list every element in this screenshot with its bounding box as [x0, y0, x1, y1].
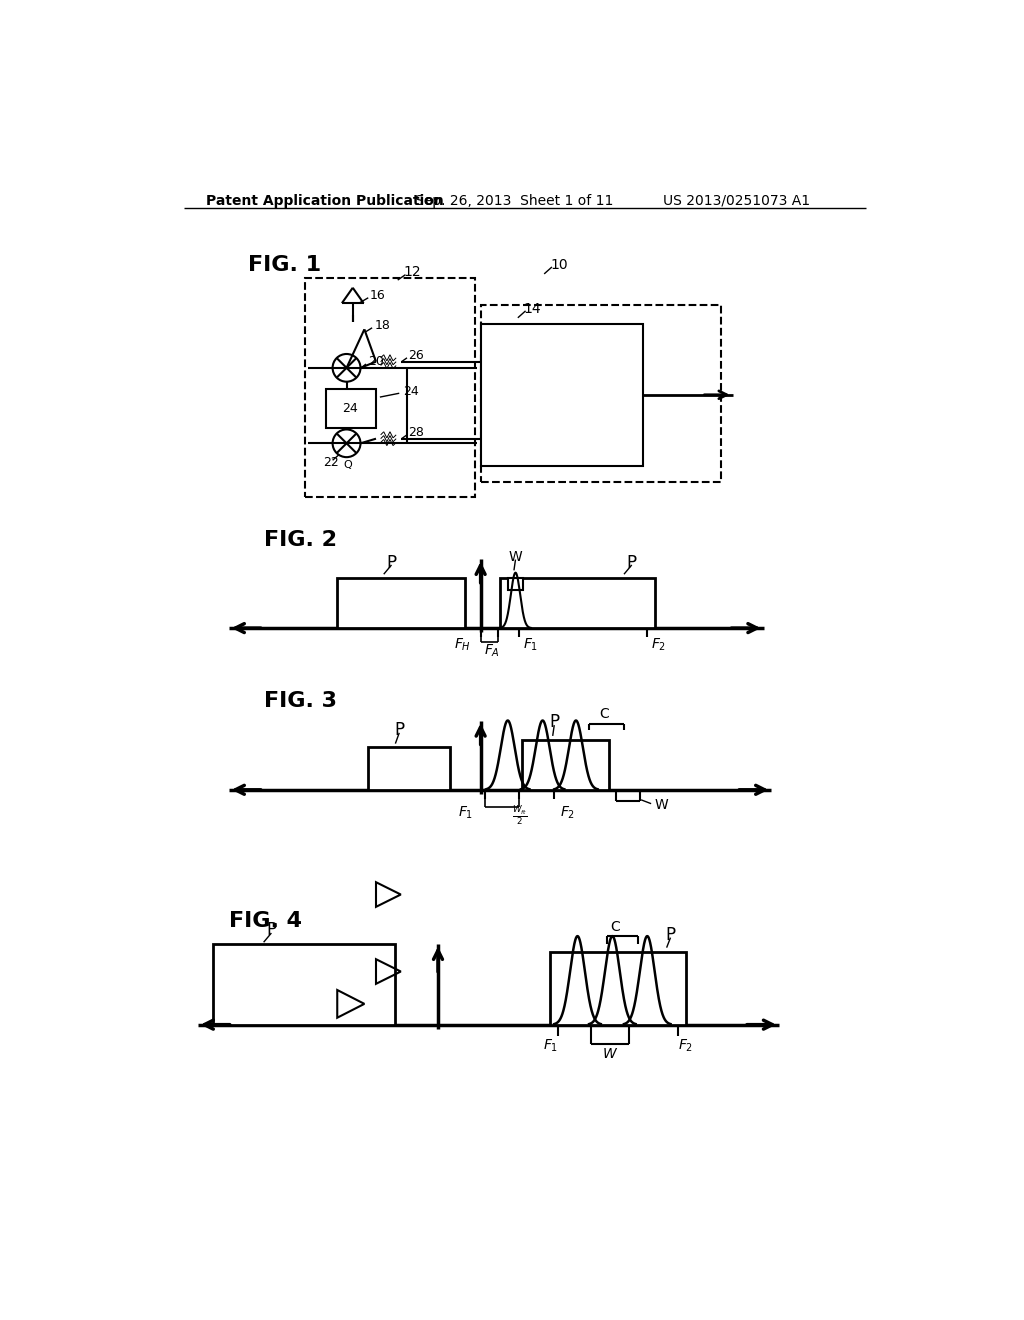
- Text: FIG. 4: FIG. 4: [228, 911, 302, 931]
- Text: 28: 28: [409, 426, 424, 440]
- Bar: [305, 277, 475, 498]
- Text: P: P: [666, 925, 676, 944]
- Text: C: C: [610, 920, 620, 933]
- Text: 22: 22: [324, 455, 339, 469]
- Text: $\frac{W_{ft}}{2}$: $\frac{W_{ft}}{2}$: [512, 805, 527, 829]
- Text: $F_H$: $F_H$: [455, 636, 471, 653]
- Text: FIG. 1: FIG. 1: [248, 255, 322, 275]
- Bar: [480, 323, 643, 466]
- Text: Sep. 26, 2013  Sheet 1 of 11: Sep. 26, 2013 Sheet 1 of 11: [415, 194, 613, 207]
- Text: P: P: [549, 713, 559, 731]
- Text: $W$: $W$: [602, 1047, 618, 1061]
- Text: $F_1$: $F_1$: [523, 636, 539, 653]
- Text: $F_2$: $F_2$: [560, 805, 575, 821]
- Text: W: W: [655, 799, 669, 812]
- Bar: [521, 739, 608, 789]
- Text: P: P: [386, 553, 396, 572]
- Text: 10: 10: [550, 257, 568, 272]
- Bar: [213, 944, 395, 1024]
- Text: 24: 24: [403, 385, 419, 399]
- Bar: [500, 578, 655, 628]
- Text: FIG. 2: FIG. 2: [263, 529, 337, 549]
- Bar: [508, 578, 523, 590]
- Text: Q: Q: [344, 459, 352, 470]
- Bar: [550, 952, 686, 1024]
- Text: P: P: [627, 553, 637, 572]
- Text: 16: 16: [370, 289, 386, 302]
- Text: 24: 24: [343, 403, 358, 416]
- Bar: [369, 747, 450, 789]
- Text: $F_1$: $F_1$: [543, 1038, 558, 1055]
- Text: $F_1$: $F_1$: [458, 805, 473, 821]
- Text: I: I: [406, 371, 409, 380]
- Text: C: C: [600, 708, 609, 721]
- Text: 26: 26: [409, 348, 424, 362]
- Text: $F_A$: $F_A$: [484, 643, 501, 660]
- Text: 18: 18: [375, 319, 390, 333]
- Text: $F_2$: $F_2$: [651, 636, 667, 653]
- Text: W: W: [509, 550, 522, 564]
- Text: P: P: [266, 921, 276, 939]
- Bar: [480, 305, 721, 482]
- Text: $F_2$: $F_2$: [679, 1038, 693, 1055]
- Text: 20: 20: [369, 355, 384, 368]
- Text: FIG. 3: FIG. 3: [263, 692, 337, 711]
- Bar: [337, 578, 465, 628]
- Text: 12: 12: [403, 265, 422, 280]
- Text: P: P: [394, 721, 404, 739]
- Bar: [326, 389, 376, 428]
- Text: Patent Application Publication: Patent Application Publication: [206, 194, 443, 207]
- Text: 14: 14: [523, 301, 541, 315]
- Text: US 2013/0251073 A1: US 2013/0251073 A1: [663, 194, 810, 207]
